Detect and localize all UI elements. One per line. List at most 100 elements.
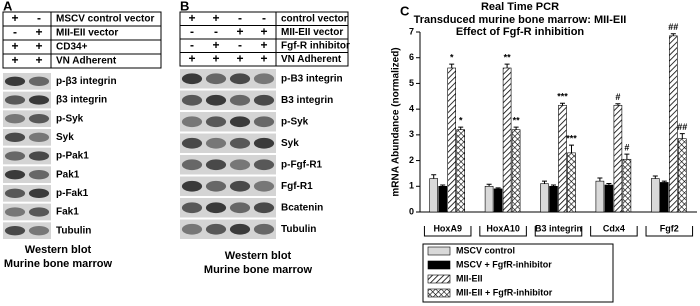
blot-band <box>4 170 26 180</box>
significance-mark: ** <box>504 53 512 63</box>
y-tick-label: 0 <box>409 206 414 216</box>
blot-band <box>229 94 251 106</box>
blot-label: Syk <box>56 132 74 143</box>
condition-sign: - <box>238 11 242 25</box>
x-tick-label: HoxA10 <box>486 223 520 233</box>
y-axis-label: mRNA Abundance (normalized) <box>391 47 402 196</box>
blot-label: Fak1 <box>56 207 79 218</box>
legend-swatch <box>427 260 451 270</box>
condition-sign: - <box>238 38 242 52</box>
legend-swatch <box>427 288 451 298</box>
blot-band <box>28 226 50 236</box>
error-bar <box>606 182 612 185</box>
y-tick-label: 3 <box>409 129 414 139</box>
error-bar <box>495 187 501 189</box>
condition-label: Fgf-R inhibitor <box>281 40 350 51</box>
blot-label: p-β3 integrin <box>56 76 117 87</box>
legend-label: MII-EII <box>456 273 483 283</box>
blot-band <box>253 116 275 128</box>
blot-band <box>4 114 26 124</box>
error-bar <box>449 63 455 68</box>
caption: Western blot <box>25 244 92 256</box>
y-tick-label: 7 <box>409 26 414 36</box>
error-bar <box>513 126 519 130</box>
significance-mark: * <box>459 116 463 126</box>
blot-band <box>253 159 275 171</box>
blot-band <box>253 137 275 149</box>
error-bar <box>504 63 510 68</box>
error-bar <box>551 184 556 187</box>
blot-band <box>28 170 50 180</box>
blot-band <box>28 95 50 105</box>
blot-label: Fgf-R1 <box>281 181 313 192</box>
bar <box>540 183 549 213</box>
blot-band <box>28 207 50 217</box>
blot-strip <box>180 198 276 218</box>
bar <box>438 185 448 213</box>
blot-band <box>28 76 50 87</box>
blot-band <box>181 159 203 171</box>
significance-mark: # <box>624 143 629 153</box>
condition-sign: - <box>190 38 194 52</box>
blot-band <box>28 151 50 161</box>
condition-sign: + <box>35 25 42 39</box>
bar <box>668 35 678 213</box>
blot-band <box>181 180 203 192</box>
blot-band <box>253 202 275 214</box>
legend-label: MSCV + FgfR-inhibitor <box>456 259 552 269</box>
y-tick-label: 4 <box>409 104 414 114</box>
blot-band <box>205 202 227 214</box>
blot-label: Pak1 <box>56 169 80 180</box>
chart-subtitle: Transduced murine bone marrow: MII-EII <box>414 14 627 26</box>
blot-band <box>205 116 227 128</box>
blot-band <box>181 223 203 235</box>
significance-mark: *** <box>566 134 577 144</box>
condition-sign: + <box>11 11 18 25</box>
blot-label: p-Syk <box>56 113 84 124</box>
error-bar <box>670 33 676 36</box>
blot-band <box>205 223 227 235</box>
condition-sign: - <box>13 25 17 39</box>
y-tick-label: 5 <box>409 78 414 88</box>
blot-band <box>181 116 203 128</box>
bar <box>650 178 660 213</box>
blot-band <box>205 159 227 171</box>
blot-band <box>4 151 26 161</box>
blot-band <box>229 73 251 85</box>
condition-label: MSCV control vector <box>56 14 154 25</box>
blot-strip <box>180 219 276 239</box>
blot-band <box>253 223 275 235</box>
blot-band <box>205 180 227 192</box>
condition-sign: + <box>236 24 243 38</box>
y-tick-label: 1 <box>409 181 414 191</box>
blot-band <box>253 94 275 106</box>
condition-sign: + <box>260 38 267 52</box>
condition-sign: + <box>260 51 267 65</box>
condition-sign: + <box>212 11 219 25</box>
condition-label: control vector <box>281 13 348 24</box>
x-tick-label: Cdx4 <box>603 223 625 233</box>
error-bar <box>569 144 574 153</box>
caption: Murine bone marrow <box>4 258 113 270</box>
y-tick-label: 6 <box>409 52 414 62</box>
category-bracket <box>423 226 472 237</box>
bar <box>493 188 503 213</box>
panel-label: A <box>3 0 13 13</box>
blot-label: Syk <box>281 138 299 149</box>
significance-mark: *** <box>557 92 568 102</box>
blot-band <box>4 226 26 236</box>
error-bar <box>652 175 658 179</box>
blot-band <box>4 188 26 198</box>
error-bar <box>560 102 565 106</box>
bar <box>456 129 466 213</box>
blot-label: B3 integrin <box>281 95 333 106</box>
category-bracket <box>534 226 583 237</box>
bar <box>622 158 632 213</box>
bar <box>447 67 457 213</box>
bar <box>511 129 521 213</box>
bar <box>567 152 576 213</box>
blot-strip <box>180 90 276 110</box>
blot-label: Tubulin <box>56 225 91 236</box>
blot-band <box>181 137 203 149</box>
